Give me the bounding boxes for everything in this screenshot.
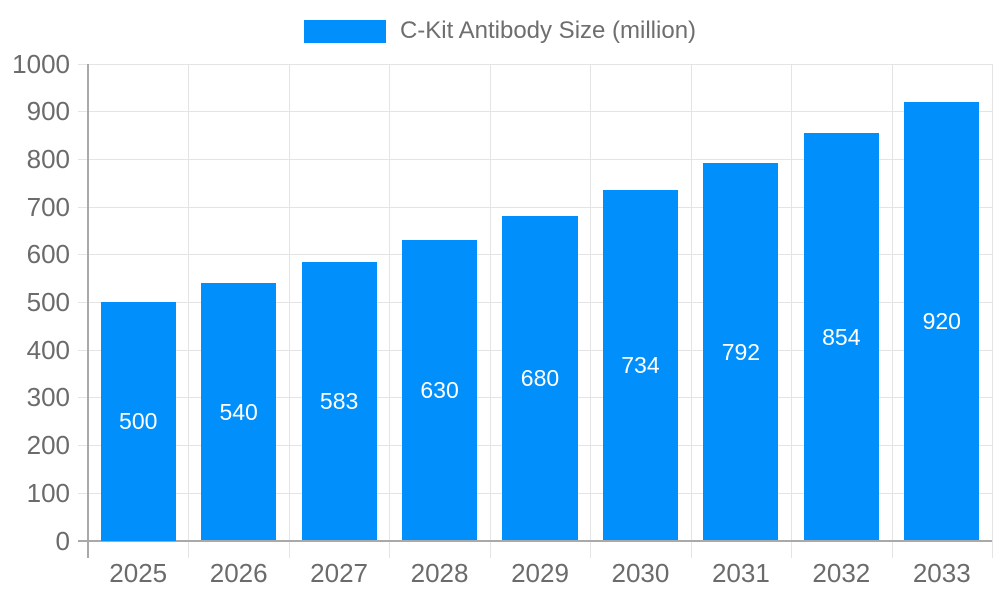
gridline-vertical [791,63,793,541]
x-axis-label: 2031 [711,558,770,588]
y-axis-tick [78,63,88,65]
y-axis-label: 1000 [12,48,70,79]
x-axis-tick [992,540,993,558]
gridline-vertical [690,63,692,541]
gridline-horizontal [88,63,992,65]
y-axis-tick [78,206,88,208]
x-axis-tick [188,540,190,558]
gridline-vertical [891,63,893,541]
x-axis-tick [288,540,290,558]
bar-2033[interactable] [904,101,980,541]
y-axis-label: 300 [26,382,70,413]
bar-2030[interactable] [602,190,678,541]
x-axis-label: 2029 [511,558,569,588]
bar-value-label: 500 [119,408,158,435]
bar-value-label: 630 [420,377,459,404]
x-axis-line [78,539,992,542]
bar-value-label: 583 [319,388,359,415]
y-axis-label: 200 [26,430,70,461]
y-axis-label: 400 [26,334,70,365]
y-axis-tick [78,492,88,494]
y-axis-label: 700 [26,191,70,222]
x-axis-tick [389,540,391,558]
x-axis-label: 2033 [912,558,971,588]
y-axis-tick [78,349,88,351]
gridline-vertical [188,63,190,541]
bar-2026[interactable] [201,282,277,541]
bar-2025[interactable] [100,302,176,541]
y-axis-line [87,63,89,558]
x-axis-tick [590,540,592,558]
bar-2032[interactable] [803,133,879,541]
bar-2028[interactable] [402,239,478,541]
x-axis-label: 2026 [209,558,268,588]
x-axis-tick [690,540,692,558]
y-axis-tick [78,302,88,303]
y-axis-label: 100 [26,477,70,508]
x-axis-label: 2030 [611,558,670,588]
x-axis-label: 2032 [812,558,871,588]
bar-2031[interactable] [703,162,779,541]
y-axis-tick [78,158,88,160]
x-axis-tick [489,540,491,558]
x-axis-tick [891,540,893,558]
y-axis-tick [78,397,88,399]
bar-value-label: 540 [219,398,258,425]
x-axis-label: 2025 [109,558,168,588]
y-axis-tick [78,111,88,113]
bar-value-label: 680 [520,365,560,392]
y-axis-label: 0 [55,525,70,556]
y-axis-label: 500 [26,287,70,317]
y-axis-label: 900 [26,96,70,127]
y-axis-label: 800 [26,143,70,174]
gridline-vertical [992,63,993,541]
x-axis-label: 2028 [410,558,469,588]
y-axis-tick [78,445,88,447]
x-axis-tick [791,540,793,558]
bar-value-label: 920 [922,308,961,335]
gridline-horizontal [88,206,992,208]
gridline-horizontal [88,158,992,160]
legend-label: C-Kit Antibody Size (million) [399,17,697,44]
gridline-vertical [489,63,491,541]
legend-swatch [303,19,386,43]
bar-value-label: 854 [822,323,861,350]
bar-value-label: 792 [721,338,761,365]
y-axis-label: 600 [26,239,70,270]
bar-2027[interactable] [301,262,377,541]
chart-legend: C-Kit Antibody Size (million) [0,14,1000,48]
bar-2029[interactable] [502,216,578,541]
x-axis-label: 2027 [310,558,369,588]
gridline-vertical [590,63,592,541]
legend-item[interactable]: C-Kit Antibody Size (million) [303,14,697,48]
y-axis-tick [78,254,88,256]
bar-value-label: 734 [621,352,660,379]
gridline-horizontal [88,111,992,113]
gridline-vertical [288,63,290,541]
gridline-vertical [389,63,391,541]
